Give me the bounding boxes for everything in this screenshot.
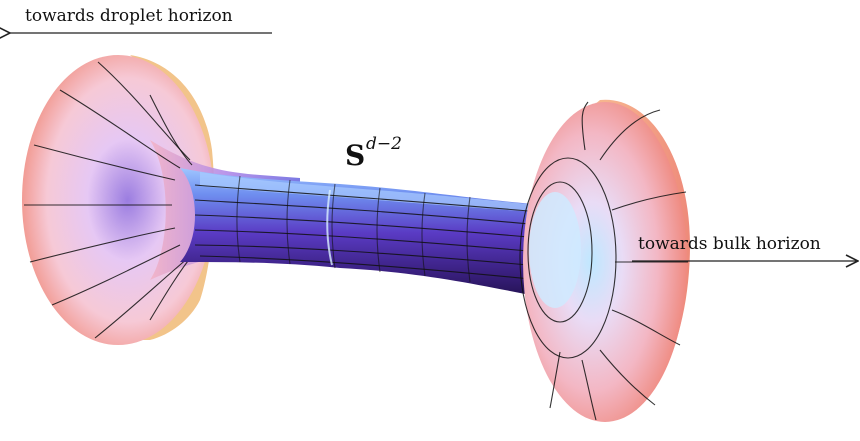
droplet-horizon-arrow: towards droplet horizon [10,6,272,33]
throat-seam [326,189,333,266]
right-funnel-opening [529,192,581,308]
throat-tube [180,168,545,298]
right-funnel [519,99,690,422]
throat-rings [236,175,471,283]
sphere-label: S d−2 [345,134,402,172]
right-funnel-rings [519,157,617,359]
sphere-label-base: S [345,139,365,172]
droplet-horizon-label: towards droplet horizon [25,6,233,26]
right-funnel-radials [549,101,688,421]
bulk-horizon-arrow: towards bulk horizon [632,234,858,261]
throat-longitudes [194,184,541,281]
sphere-label-exponent: d−2 [366,134,402,154]
bulk-horizon-label: towards bulk horizon [638,234,821,254]
throat-highlight [200,172,540,212]
